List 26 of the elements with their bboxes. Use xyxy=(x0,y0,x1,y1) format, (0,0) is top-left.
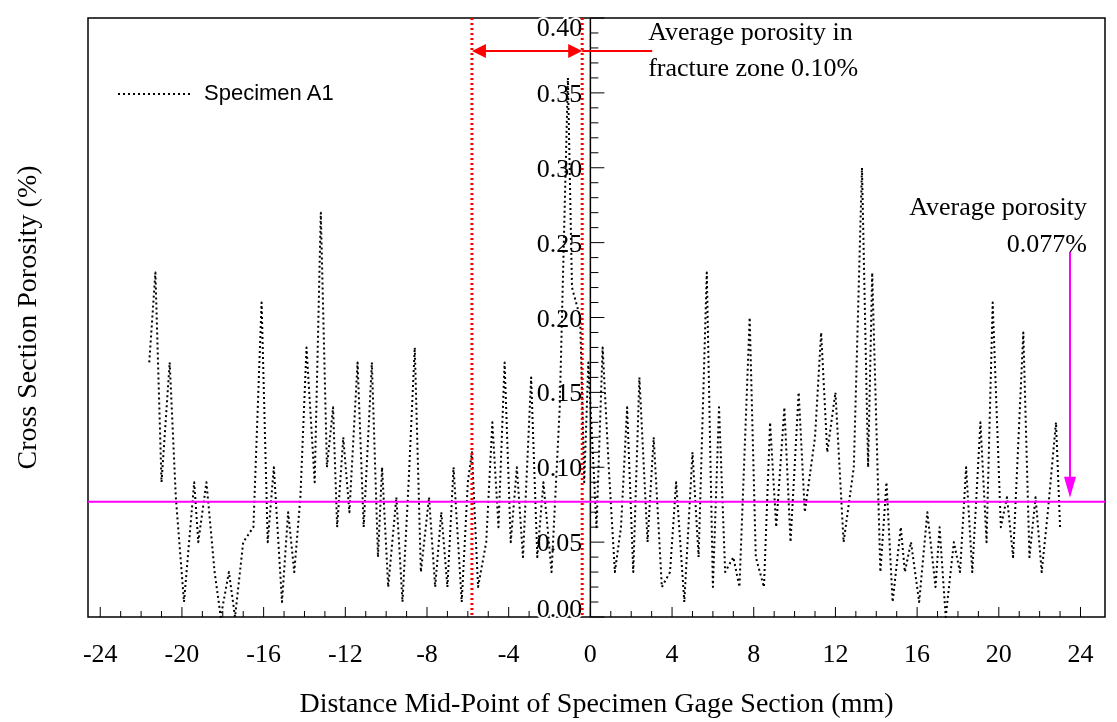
y-tick-label: 0.10 xyxy=(536,453,583,483)
x-tick-label: -4 xyxy=(497,639,520,668)
y-axis-title: Cross Section Porosity (%) xyxy=(11,165,42,470)
y-tick-label: 0.30 xyxy=(536,153,583,183)
x-tick-label: 8 xyxy=(747,639,761,668)
x-tick-label: 12 xyxy=(822,639,849,668)
legend-label: Specimen A1 xyxy=(204,80,334,105)
x-tick-label: 16 xyxy=(904,639,931,668)
annotation: Average porosity in fracture zone 0.10% xyxy=(648,16,859,82)
y-tick-label: 0.15 xyxy=(536,378,583,408)
x-axis-title: Distance Mid-Point of Specimen Gage Section (mm) xyxy=(299,687,894,718)
annotation: Average porosity 0.077% xyxy=(909,192,1087,258)
x-tick-label: -16 xyxy=(246,639,281,668)
x-tick-label: -8 xyxy=(416,639,438,668)
x-tick-label: -20 xyxy=(164,639,200,668)
y-tick-label: 0.25 xyxy=(536,228,583,258)
x-tick-label: -12 xyxy=(327,639,363,668)
y-tick-label: 0.35 xyxy=(536,78,583,108)
x-tick-label: 4 xyxy=(665,639,679,668)
x-tick-label: -24 xyxy=(82,639,118,668)
x-tick-label: 20 xyxy=(985,639,1012,668)
y-tick-label: 0.40 xyxy=(536,13,583,42)
x-tick-label: 0 xyxy=(583,639,597,668)
y-tick-label: 0.00 xyxy=(536,594,583,623)
y-tick-label: 0.20 xyxy=(536,303,583,333)
x-tick-label: 24 xyxy=(1067,639,1094,668)
